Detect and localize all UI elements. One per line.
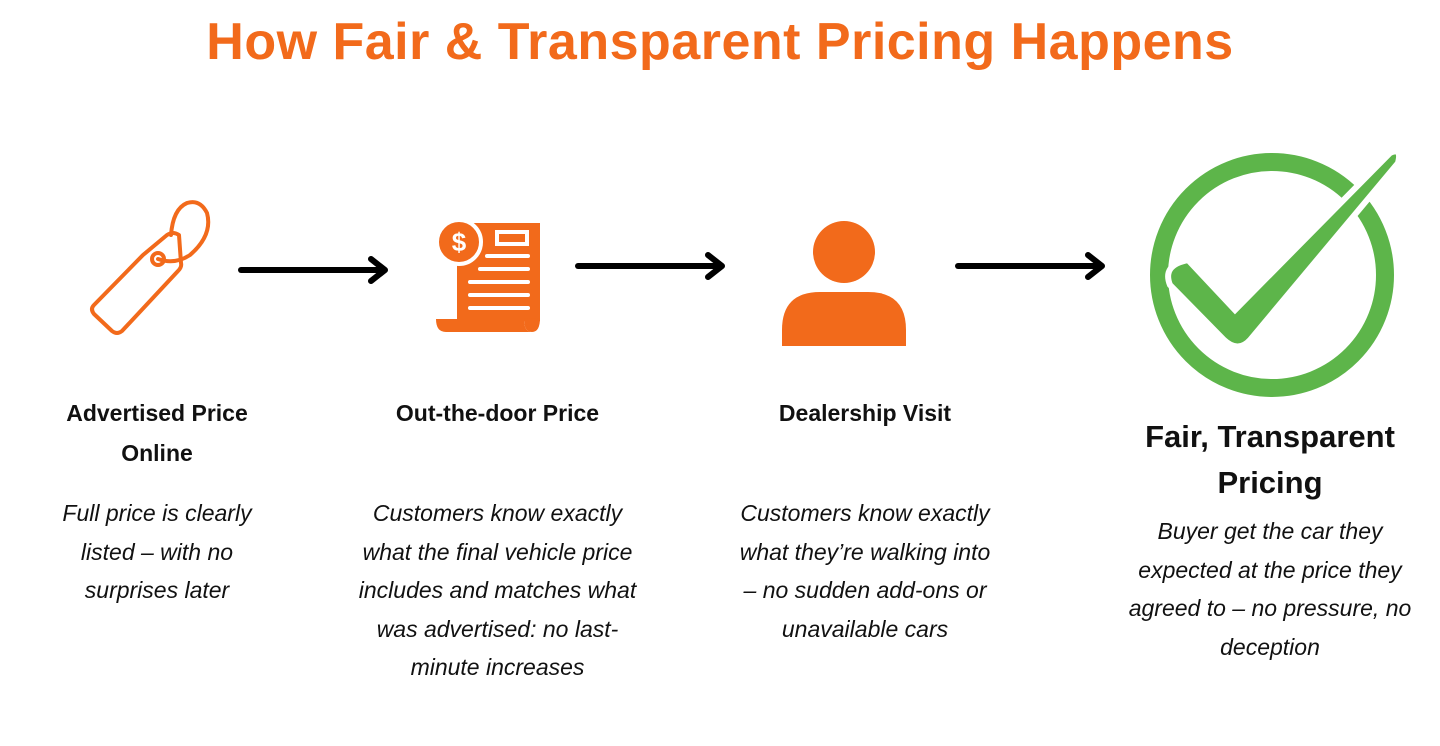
step-heading: Advertised Price Online — [66, 400, 248, 466]
arrow-right-icon — [575, 252, 725, 280]
step-heading: Fair, Transparent Pricing — [1145, 419, 1395, 500]
step-description: Customers know exactly what the final ve… — [358, 500, 637, 680]
page-title: How Fair & Transparent Pricing Happens — [206, 13, 1234, 71]
person-icon — [782, 221, 906, 346]
price-tag-icon — [90, 200, 211, 335]
svg-text:$: $ — [452, 227, 467, 257]
step-heading: Out-the-door Price — [395, 400, 600, 426]
step-heading: Dealership Visit — [778, 400, 952, 426]
step-description: Buyer get the car they expected at the p… — [1128, 518, 1412, 660]
step-dealership-visit: Dealership Visit Customers know exactly … — [725, 393, 1005, 648]
arrow-right-icon — [955, 252, 1105, 280]
step-description: Full price is clearly listed – with no s… — [62, 500, 252, 603]
step-fair-transparent-pricing: Fair, Transparent Pricing Buyer get the … — [1115, 414, 1425, 666]
arrow-right-icon — [238, 256, 388, 284]
step-description: Customers know exactly what they’re walk… — [739, 500, 991, 642]
receipt-dollar-icon: $ — [435, 218, 540, 332]
checkmark-circle-icon — [1150, 148, 1402, 397]
step-advertised-price: Advertised Price Online Full price is cl… — [32, 393, 282, 610]
step-out-the-door-price: Out-the-door Price Customers know exactl… — [345, 393, 650, 687]
